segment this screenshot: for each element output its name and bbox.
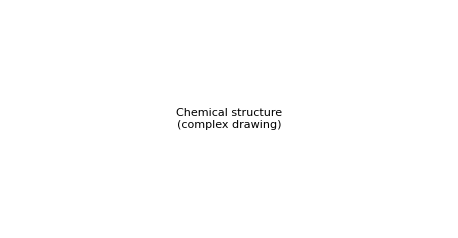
Text: Chemical structure
(complex drawing): Chemical structure (complex drawing) [176,108,282,130]
